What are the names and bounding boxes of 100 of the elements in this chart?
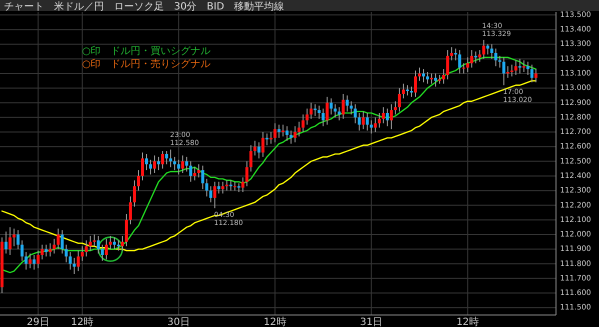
candlestick	[466, 56, 470, 73]
candlestick	[406, 84, 409, 96]
candlestick	[426, 72, 430, 84]
candlestick	[104, 238, 108, 260]
x-tick-label: 29日	[26, 317, 50, 327]
candlestick	[181, 154, 184, 174]
candlestick	[306, 108, 309, 126]
candlestick	[32, 254, 36, 270]
candlestick	[314, 104, 317, 116]
candlestick	[382, 106, 385, 124]
candlestick	[88, 235, 92, 252]
candlestick	[96, 235, 100, 254]
candlestick	[502, 56, 506, 86]
candlestick	[265, 132, 268, 146]
candlestick	[124, 214, 128, 247]
candlestick	[165, 150, 168, 165]
candlestick	[302, 114, 305, 133]
candlestick	[189, 160, 192, 182]
candlestick	[290, 130, 293, 144]
candlestick	[76, 250, 80, 272]
candlestick	[273, 122, 276, 143]
candlestick	[141, 152, 144, 181]
candlestick	[334, 104, 337, 118]
candlestick	[12, 228, 16, 247]
candlestick	[257, 142, 260, 159]
chart-title: チャート 米ドル／円 ローソク足 30分 BID 移動平均線	[4, 0, 284, 12]
candlestick	[229, 180, 232, 192]
x-tick-label: 12時	[70, 316, 94, 327]
candlestick	[286, 126, 289, 142]
candlestick	[153, 154, 156, 174]
candlestick	[40, 244, 44, 260]
candlestick	[410, 86, 413, 98]
candlestick	[358, 112, 361, 132]
candlestick	[530, 64, 534, 83]
candlestick	[24, 252, 28, 270]
candlestick	[474, 51, 478, 64]
candlestick	[245, 160, 248, 187]
candlestick	[462, 62, 466, 74]
candlestick	[16, 230, 20, 250]
x-tick-label: 30日	[167, 317, 190, 327]
candlestick	[209, 186, 212, 203]
candlestick	[116, 240, 120, 252]
candlestick	[322, 108, 325, 127]
candlestick	[193, 166, 196, 181]
candlestick	[494, 48, 498, 67]
candlestick	[217, 181, 220, 194]
candlestick	[422, 68, 426, 83]
candlestick	[362, 111, 365, 130]
candlestick	[269, 132, 272, 144]
candlestick	[249, 144, 252, 172]
candlestick	[128, 196, 132, 225]
candlestick	[486, 44, 490, 55]
candlestick	[370, 120, 373, 134]
candlestick	[514, 60, 518, 76]
candlestick	[52, 238, 56, 254]
candlestick	[534, 68, 538, 83]
candlestick	[446, 50, 450, 80]
candlestick	[338, 106, 341, 121]
candlestick	[450, 46, 454, 61]
x-tick-label: 12時	[456, 316, 480, 327]
candlestick	[506, 66, 510, 78]
candlestick	[213, 181, 216, 209]
candlestick	[145, 153, 148, 171]
x-tick-label: 12時	[264, 316, 286, 327]
candlestick	[510, 64, 514, 77]
candlestick	[80, 246, 84, 262]
candlestick	[149, 159, 152, 175]
candlestick	[120, 235, 124, 252]
candlestick	[64, 244, 68, 263]
candlestick	[20, 240, 24, 262]
candlestick	[241, 176, 244, 193]
candlestick	[518, 58, 522, 74]
candlestick	[185, 156, 188, 172]
candlestick	[161, 150, 164, 170]
candlestick	[282, 124, 285, 137]
candlestick	[48, 242, 52, 257]
candlestick	[8, 226, 12, 256]
candlestick	[205, 178, 208, 197]
candlestick	[310, 102, 313, 120]
legend-label: ○印 ドル円・売りシグナル	[82, 58, 211, 70]
candlestick	[278, 124, 281, 138]
candlestick	[398, 88, 401, 112]
candlestick	[68, 252, 72, 270]
candlestick	[346, 94, 349, 112]
candlestick	[366, 112, 369, 132]
candlestick	[442, 68, 446, 84]
candlestick	[354, 104, 357, 124]
candlestick	[470, 50, 474, 68]
text: ○印 ドル円・買いシグナル	[82, 45, 211, 57]
candlestick	[374, 116, 377, 133]
candlestick	[44, 244, 48, 257]
candlestick	[28, 253, 32, 269]
candlestick	[482, 39, 486, 60]
candlestick	[478, 50, 482, 62]
candlestick	[386, 108, 389, 127]
candlestick	[177, 159, 180, 175]
candlestick	[526, 61, 530, 76]
candlestick	[84, 240, 88, 257]
candlestick	[390, 104, 393, 130]
candlestick	[498, 55, 502, 68]
